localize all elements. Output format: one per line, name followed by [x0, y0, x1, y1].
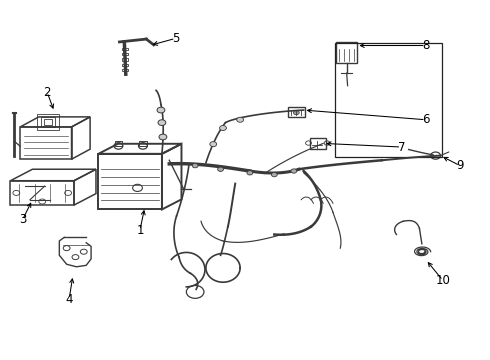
Circle shape: [192, 163, 198, 168]
Circle shape: [291, 169, 297, 173]
Bar: [336, 42, 357, 63]
Circle shape: [271, 172, 277, 177]
Bar: [288, 107, 305, 117]
Bar: [122, 69, 128, 71]
Circle shape: [247, 171, 253, 175]
Text: 4: 4: [65, 293, 73, 306]
Bar: [122, 58, 128, 60]
Circle shape: [159, 134, 167, 140]
Text: 10: 10: [436, 274, 450, 287]
Circle shape: [237, 117, 244, 122]
Circle shape: [294, 111, 299, 115]
Text: 2: 2: [43, 86, 51, 99]
Text: 7: 7: [397, 140, 405, 153]
Circle shape: [157, 107, 165, 113]
Text: 5: 5: [172, 32, 179, 45]
Circle shape: [158, 120, 166, 126]
Bar: [44, 119, 52, 125]
Bar: [122, 48, 128, 50]
Text: 9: 9: [456, 159, 464, 172]
Bar: [115, 140, 122, 146]
Text: 8: 8: [422, 39, 429, 52]
Bar: [335, 42, 442, 157]
Text: 3: 3: [19, 213, 26, 226]
Circle shape: [210, 141, 217, 147]
Bar: [139, 140, 147, 146]
Bar: [41, 117, 55, 127]
Bar: [37, 114, 59, 130]
Circle shape: [218, 167, 223, 171]
Bar: [122, 53, 128, 55]
Bar: [122, 64, 128, 66]
Text: 6: 6: [422, 113, 430, 126]
Text: 1: 1: [136, 224, 144, 237]
Bar: [310, 138, 326, 149]
Circle shape: [220, 126, 226, 131]
